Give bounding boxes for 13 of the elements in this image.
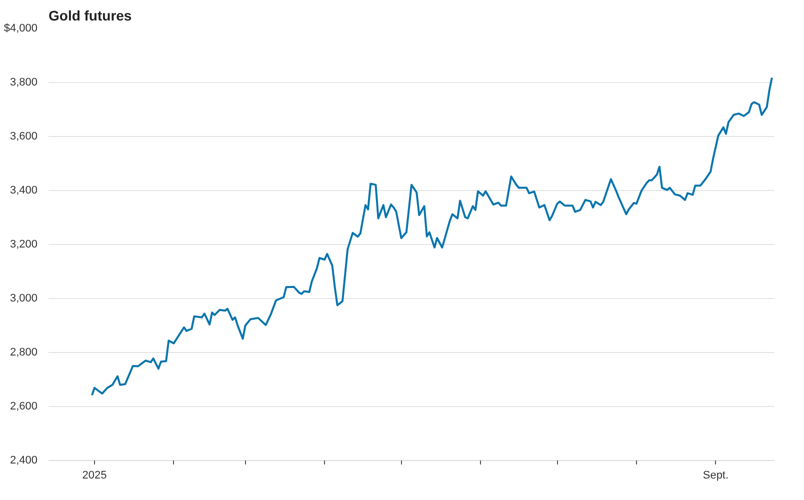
y-tick-label: 3,600 xyxy=(10,130,38,142)
y-tick-label: 3,200 xyxy=(10,238,38,250)
y-tick-label: 3,800 xyxy=(10,76,38,88)
y-tick-label: $4,000 xyxy=(4,22,38,34)
y-tick-label: 3,400 xyxy=(10,184,38,196)
x-tick-label: 2025 xyxy=(82,470,107,482)
line-series xyxy=(90,76,773,396)
y-tick-label: 2,800 xyxy=(10,346,38,358)
chart-title: Gold futures xyxy=(48,8,132,24)
y-tick-label: 2,600 xyxy=(10,400,38,412)
y-tick-label: 2,400 xyxy=(10,454,38,466)
y-tick-label: 3,000 xyxy=(10,292,38,304)
x-tick-label: Sept. xyxy=(702,470,729,482)
